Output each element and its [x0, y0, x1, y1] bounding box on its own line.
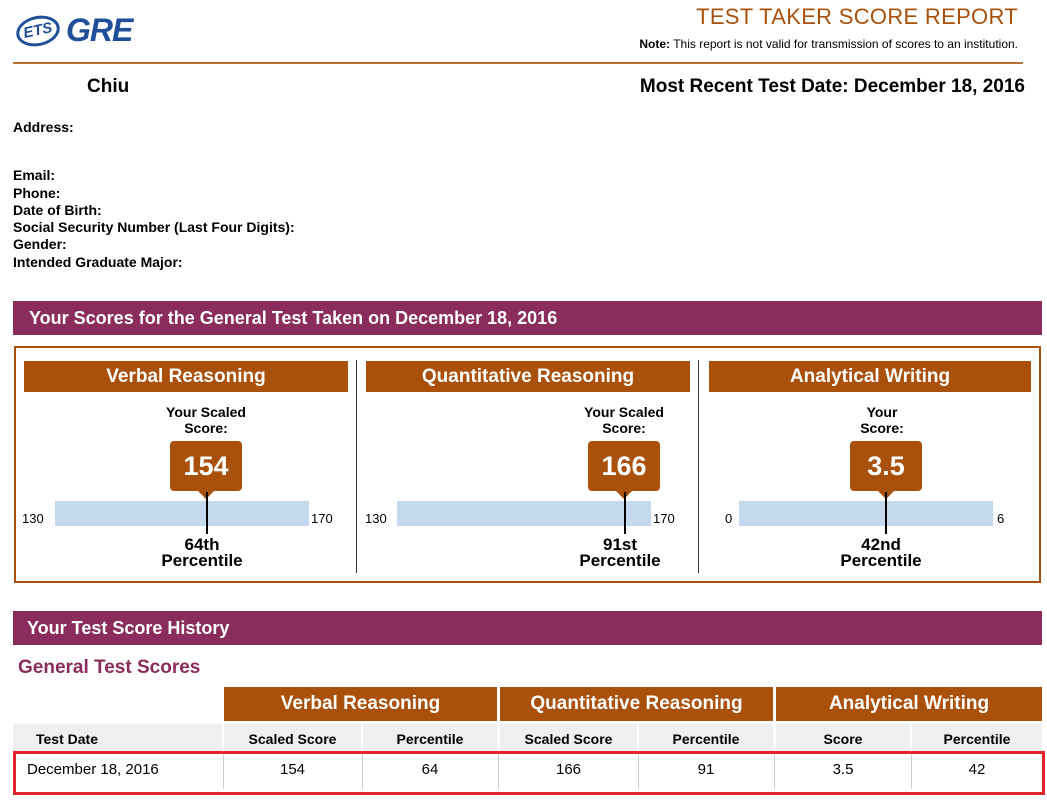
verbal-score: 154: [170, 441, 242, 491]
general-test-scores-title: General Test Scores: [18, 657, 201, 678]
col-quant-scaled: Scaled Score: [500, 724, 637, 751]
verbal-percentile: 64th Percentile: [161, 535, 243, 570]
col-verbal-scaled: Scaled Score: [224, 724, 361, 751]
writing-panel-heading: Analytical Writing: [709, 361, 1031, 392]
table-cell-writing-percentile: 42: [968, 761, 986, 778]
writing-scale-min: 0: [725, 511, 733, 526]
major-label: Intended Graduate Major:: [13, 254, 183, 270]
scores-box: [14, 346, 1041, 583]
phone-label: Phone:: [13, 185, 61, 201]
address-label: Address:: [13, 119, 74, 135]
history-section-title: Your Test Score History: [13, 611, 1042, 645]
cell-separator: [638, 753, 639, 789]
verbal-scale-max: 170: [311, 511, 333, 526]
gender-label: Gender:: [13, 236, 67, 252]
table-cell-quant-percentile: 91: [697, 761, 715, 778]
quant-scale-bar: [397, 501, 651, 526]
history-group-verbal: Verbal Reasoning: [224, 687, 497, 721]
note-text: This report is not valid for transmissio…: [673, 37, 1018, 51]
quant-score-label: Your Scaled Score:: [584, 404, 664, 436]
verbal-panel-heading: Verbal Reasoning: [24, 361, 348, 392]
most-recent-test-date: Most Recent Test Date: December 18, 2016: [639, 76, 1025, 97]
writing-scale-max: 6: [997, 511, 1005, 526]
quant-score-marker: [624, 492, 626, 534]
quant-scale-min: 130: [365, 511, 387, 526]
panel-divider: [698, 360, 699, 573]
gre-logo: GRE: [66, 12, 133, 48]
cell-separator: [911, 753, 912, 789]
writing-percentile: 42nd Percentile: [840, 535, 922, 570]
cell-separator: [774, 753, 775, 789]
cell-separator: [362, 753, 363, 789]
ets-gre-logo: ETS GRE: [13, 10, 144, 51]
header-divider: [13, 62, 1023, 64]
table-cell-quant-scaled: 166: [555, 761, 582, 778]
verbal-scale-min: 130: [22, 511, 44, 526]
writing-score: 3.5: [850, 441, 922, 491]
cell-separator: [223, 753, 224, 789]
writing-score-label: Your Score:: [860, 404, 904, 436]
quant-percentile: 91st Percentile: [579, 535, 661, 570]
writing-score-marker: [885, 492, 887, 534]
col-writing-score: Score: [776, 724, 910, 751]
verbal-score-marker: [206, 492, 208, 534]
dob-label: Date of Birth:: [13, 202, 102, 218]
quant-scale-max: 170: [653, 511, 675, 526]
col-verbal-percentile: Percentile: [363, 724, 497, 751]
ets-logo: ETS: [13, 11, 63, 51]
table-cell-writing-score: 3.5: [832, 761, 854, 778]
col-test-date: Test Date: [13, 724, 222, 751]
report-note: Note: This report is not valid for trans…: [639, 37, 1018, 51]
panel-divider: [356, 360, 357, 573]
table-cell-test-date: December 18, 2016: [27, 761, 159, 778]
ssn-label: Social Security Number (Last Four Digits…: [13, 219, 295, 235]
quant-panel-heading: Quantitative Reasoning: [366, 361, 690, 392]
note-label: Note:: [639, 37, 671, 51]
email-label: Email:: [13, 167, 56, 183]
quant-score: 166: [588, 441, 660, 491]
row-highlight-box: [13, 751, 1045, 795]
table-cell-verbal-scaled: 154: [279, 761, 306, 778]
writing-scale-bar: [739, 501, 993, 526]
report-title: TEST TAKER SCORE REPORT: [696, 4, 1018, 29]
cell-separator: [498, 753, 499, 789]
table-cell-verbal-percentile: 64: [421, 761, 439, 778]
col-quant-percentile: Percentile: [639, 724, 773, 751]
scores-section-title: Your Scores for the General Test Taken o…: [13, 301, 1042, 335]
verbal-scale-bar: [55, 501, 309, 526]
candidate-name: Chiu: [87, 76, 130, 97]
col-writing-percentile: Percentile: [912, 724, 1042, 751]
verbal-score-label: Your Scaled Score:: [166, 404, 246, 436]
history-group-quant: Quantitative Reasoning: [500, 687, 773, 721]
history-group-writing: Analytical Writing: [776, 687, 1042, 721]
